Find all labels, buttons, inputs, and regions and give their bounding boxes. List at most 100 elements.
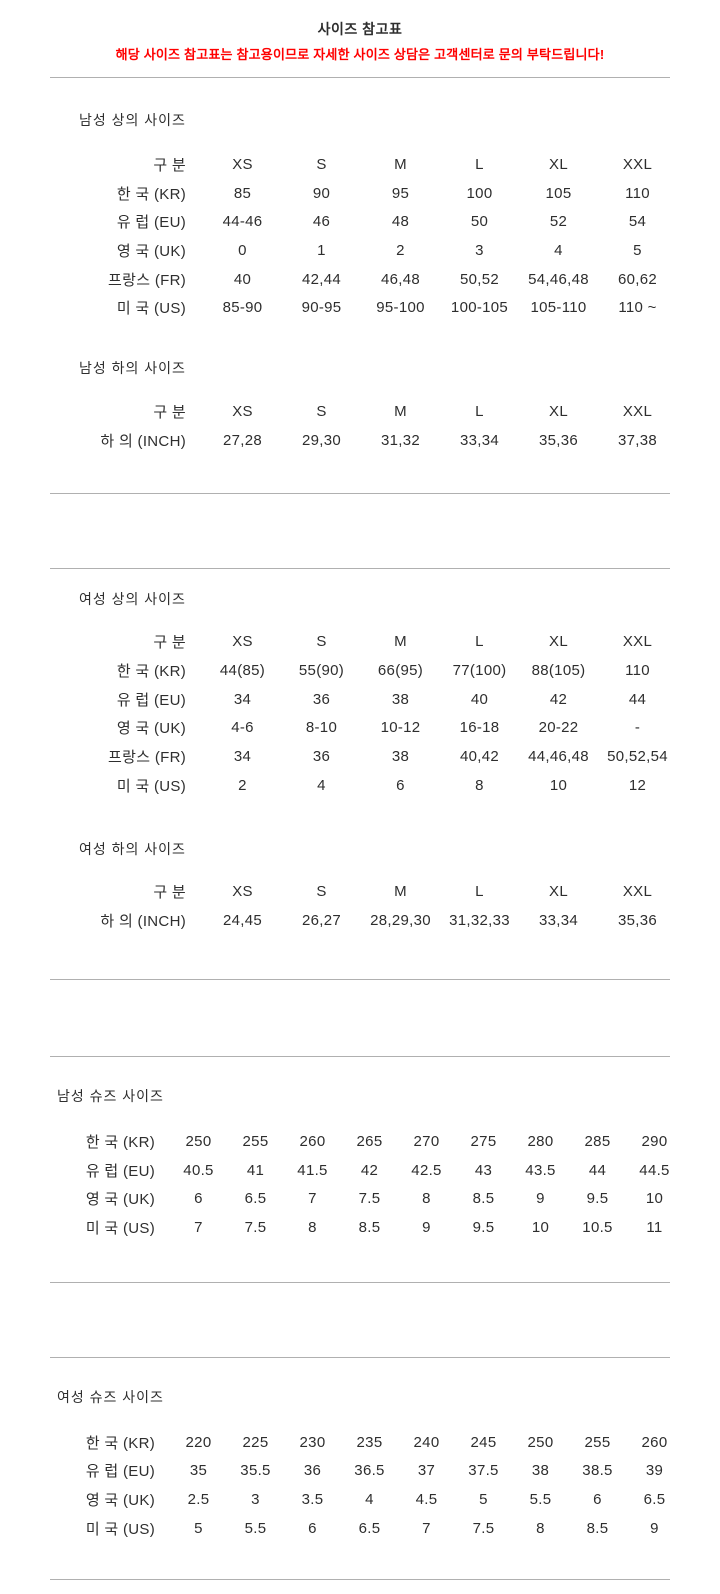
size-value: 26,27	[301, 912, 342, 930]
section-mens-top: 남성 상의 사이즈 구 분 XS S M L XL XXL 한 국 (KR) 85 90 95 100…	[0, 112, 720, 322]
column-header-label: 구 분	[153, 884, 186, 902]
row-label: 영 국 (UK)	[116, 242, 186, 260]
size-value: 55(90)	[298, 662, 345, 680]
size-value: 7	[422, 1519, 431, 1537]
size-value: 31,32,33	[449, 912, 510, 930]
mens-shoes-size-table: 한 국 (KR) 250 255 260 265 270 275 280 285 290 유 럽 (…	[0, 1127, 683, 1242]
size-value: 9	[536, 1190, 545, 1208]
size-value: 48	[391, 213, 410, 231]
size-value: 39	[645, 1462, 664, 1480]
column-header: S	[316, 633, 327, 651]
table-header-row: 구 분 XS S M L XL XXL	[0, 150, 677, 179]
size-value: 36	[303, 1462, 322, 1480]
size-value: 11	[646, 1218, 663, 1236]
size-value: 54	[628, 213, 647, 231]
size-value: 10-12	[380, 719, 421, 737]
row-label: 유 럽 (EU)	[85, 1162, 155, 1180]
size-value: 38	[531, 1462, 550, 1480]
size-value: 220	[185, 1433, 212, 1451]
size-value: 36	[312, 748, 331, 766]
size-value: 95	[391, 184, 410, 202]
size-value: 8.5	[358, 1218, 381, 1236]
size-value: 10.5	[582, 1218, 613, 1236]
size-value: 37,38	[617, 431, 658, 449]
size-value: 52	[549, 213, 568, 231]
size-value: 290	[641, 1132, 668, 1150]
size-value: 110	[625, 662, 650, 680]
womens-shoes-size-table: 한 국 (KR) 220 225 230 235 240 245 250 255 260 유 럽 (…	[0, 1428, 683, 1543]
size-value: 5	[633, 241, 642, 259]
size-value: 35.5	[240, 1462, 271, 1480]
size-value: 50,52	[459, 270, 500, 288]
size-value: 40,42	[459, 748, 500, 766]
size-value: 46	[312, 213, 331, 231]
size-value: 235	[356, 1433, 383, 1451]
size-value: 90-95	[301, 299, 342, 317]
section-womens-top: 여성 상의 사이즈 구 분 XS S M L XL XXL 한 국 (KR) 44(85) 55(…	[0, 591, 720, 800]
column-header: XS	[232, 155, 253, 173]
size-value: 35,36	[538, 431, 579, 449]
table-row: 하 의 (INCH) 24,45 26,27 28,29,30 31,32,33 33,3…	[0, 906, 677, 935]
size-value: 20-22	[538, 719, 579, 737]
column-header: S	[316, 883, 327, 901]
row-label: 하 의 (INCH)	[100, 913, 186, 931]
size-value: 100-105	[450, 299, 509, 317]
size-value: 8	[475, 776, 484, 794]
section-mens-bottom: 남성 하의 사이즈 구 분 XS S M L XL XXL 하 의 (INCH) 27,28 29…	[0, 360, 720, 454]
size-value: 265	[356, 1132, 383, 1150]
size-value: 8-10	[305, 719, 338, 737]
size-value: 88(105)	[531, 662, 586, 680]
size-value: 8	[536, 1519, 545, 1537]
table-row: 영 국 (UK) 4-6 8-10 10-12 16-18 20-22 -	[0, 714, 677, 743]
notice-text: 해당 사이즈 참고표는 참고용이므로 자세한 사이즈 상담은 고객센터로 문의 …	[115, 47, 605, 62]
size-value: 245	[470, 1433, 497, 1451]
size-value: 2	[238, 776, 247, 794]
column-header: M	[394, 155, 407, 173]
row-label: 프랑스 (FR)	[108, 749, 186, 767]
row-label: 미 국 (US)	[85, 1219, 155, 1237]
size-value: 41	[246, 1161, 265, 1179]
table-row: 영 국 (UK) 0 1 2 3 4 5	[0, 236, 677, 265]
table-row: 영 국 (UK) 2.5 3 3.5 4 4.5 5 5.5 6 6.5	[0, 1485, 683, 1514]
divider	[50, 1578, 670, 1580]
table-row: 프랑스 (FR) 40 42,44 46,48 50,52 54,46,48 60,62	[0, 265, 677, 294]
table-row: 한 국 (KR) 44(85) 55(90) 66(95) 77(100) 88(105)…	[0, 656, 677, 685]
divider	[50, 77, 670, 78]
size-value: 37.5	[468, 1462, 499, 1480]
table-header-row: 구 분 XS S M L XL XXL	[0, 628, 677, 657]
size-value: 42	[360, 1161, 379, 1179]
size-value: 255	[242, 1132, 269, 1150]
size-value: 285	[584, 1132, 611, 1150]
size-value: 0	[238, 241, 247, 259]
size-value: 35	[189, 1462, 208, 1480]
section-title-womens-top: 여성 상의 사이즈	[79, 590, 186, 607]
size-value: 3	[251, 1490, 260, 1508]
size-value: 260	[641, 1433, 668, 1451]
size-value: 5	[194, 1519, 203, 1537]
size-value: 6	[593, 1490, 602, 1508]
size-value: 43.5	[525, 1161, 556, 1179]
section-title-mens-shoes: 남성 슈즈 사이즈	[57, 1088, 164, 1104]
size-value: 43	[474, 1161, 493, 1179]
size-value: 7.5	[472, 1519, 495, 1537]
size-value: 37	[417, 1462, 436, 1480]
table-row: 미 국 (US) 5 5.5 6 6.5 7 7.5 8 8.5 9	[0, 1514, 683, 1543]
size-value: 240	[413, 1433, 440, 1451]
size-value: 1	[317, 241, 326, 259]
size-value: 40	[233, 270, 252, 288]
size-value: 42,44	[301, 270, 342, 288]
column-header: XXL	[622, 633, 653, 651]
section-title-womens-bottom: 여성 하의 사이즈	[79, 840, 186, 857]
size-value: 44,46,48	[528, 748, 589, 766]
size-value: 38	[391, 690, 410, 708]
column-header: XS	[232, 402, 253, 420]
section-womens-bottom: 여성 하의 사이즈 구 분 XS S M L XL XXL 하 의 (INCH) 24,45 26…	[0, 841, 720, 935]
size-value: 4	[365, 1490, 374, 1508]
size-value: 255	[584, 1433, 611, 1451]
size-value: 6	[308, 1519, 317, 1537]
row-label: 유 럽 (EU)	[116, 214, 186, 232]
column-header: M	[394, 633, 407, 651]
section-title-womens-shoes: 여성 슈즈 사이즈	[57, 1388, 164, 1405]
size-value: 7	[194, 1218, 203, 1236]
size-value: 44	[588, 1161, 607, 1179]
